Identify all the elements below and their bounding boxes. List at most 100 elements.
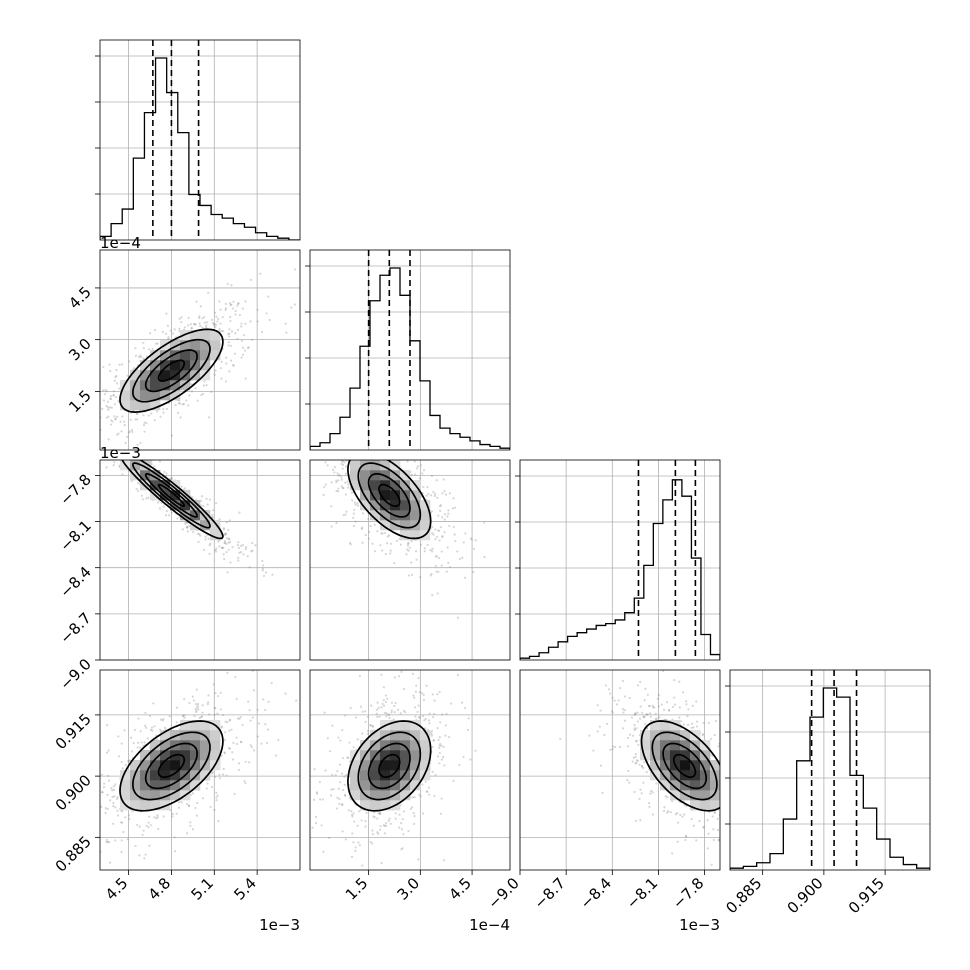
scatter-point bbox=[685, 703, 688, 706]
scatter-point bbox=[652, 706, 655, 709]
scatter-point bbox=[425, 684, 428, 687]
scatter-point bbox=[244, 545, 248, 549]
scatter-point bbox=[621, 679, 625, 682]
scatter-point bbox=[228, 519, 231, 522]
scatter-point bbox=[191, 828, 195, 831]
scatter-point bbox=[369, 724, 372, 727]
scatter-point bbox=[130, 428, 134, 431]
scatter-point bbox=[390, 711, 393, 714]
scatter-point bbox=[213, 706, 216, 709]
scatter-point bbox=[189, 793, 192, 797]
scatter-point bbox=[206, 503, 209, 506]
scatter-point bbox=[341, 803, 344, 806]
scatter-point bbox=[237, 546, 241, 550]
scatter-point bbox=[223, 752, 226, 755]
scatter-point bbox=[421, 783, 424, 786]
scatter-point bbox=[418, 716, 421, 719]
scatter-point bbox=[120, 363, 124, 366]
scatter-point bbox=[636, 760, 639, 763]
density-cell bbox=[700, 760, 711, 771]
scatter-point bbox=[225, 521, 228, 524]
scatter-point bbox=[199, 534, 202, 537]
density-cell bbox=[160, 760, 171, 771]
scatter-point bbox=[244, 760, 247, 763]
scatter-point bbox=[215, 791, 218, 794]
scatter-point bbox=[208, 552, 211, 556]
scatter-point bbox=[633, 790, 636, 794]
density-cell bbox=[700, 790, 711, 801]
scatter-point bbox=[639, 705, 642, 708]
density-cell bbox=[200, 740, 211, 751]
scatter-point bbox=[228, 370, 231, 373]
density-cell bbox=[390, 480, 401, 491]
scatter-point bbox=[439, 504, 442, 507]
scatter-point bbox=[235, 736, 238, 739]
scatter-point bbox=[690, 817, 693, 821]
scatter-point bbox=[474, 749, 477, 752]
scatter-point bbox=[165, 510, 168, 513]
density-cell bbox=[140, 390, 151, 401]
scatter-point bbox=[224, 380, 228, 383]
x-tick-label-1-0: 1.5 bbox=[342, 874, 372, 904]
density-cell bbox=[150, 740, 161, 751]
scatter-point bbox=[220, 754, 223, 757]
scatter-point bbox=[230, 728, 233, 731]
scatter-point bbox=[702, 826, 705, 829]
scatter-point bbox=[144, 853, 147, 856]
density-cell bbox=[670, 730, 681, 741]
scatter-point bbox=[408, 546, 411, 549]
scatter-point bbox=[142, 347, 146, 350]
scatter-point bbox=[169, 329, 172, 332]
density-cell bbox=[190, 350, 201, 361]
scatter-point bbox=[709, 737, 713, 741]
scatter-point bbox=[427, 719, 431, 722]
scatter-point bbox=[203, 315, 206, 319]
contour-level-0 bbox=[157, 359, 186, 382]
density-cell bbox=[400, 760, 411, 771]
scatter-point bbox=[685, 805, 688, 808]
scatter-point bbox=[163, 470, 166, 474]
scatter-point bbox=[113, 795, 116, 798]
scatter-point bbox=[342, 463, 345, 466]
scatter-point bbox=[121, 810, 124, 813]
scatter-point bbox=[315, 821, 318, 825]
scatter-point bbox=[702, 825, 705, 829]
scatter-point bbox=[210, 772, 214, 775]
scatter-point bbox=[114, 396, 118, 399]
scatter-point bbox=[411, 796, 415, 799]
scatter-point bbox=[673, 703, 677, 706]
scatter-point bbox=[220, 726, 223, 729]
scatter-point bbox=[435, 535, 439, 538]
scatter-point bbox=[406, 548, 409, 551]
scatter-point bbox=[350, 813, 354, 816]
scatter-point bbox=[667, 709, 671, 712]
scatter-point bbox=[645, 713, 648, 716]
scatter-point bbox=[324, 769, 327, 772]
scatter-point bbox=[331, 724, 334, 727]
density-cell bbox=[710, 790, 720, 801]
histogram-3 bbox=[730, 687, 930, 870]
density-cell bbox=[200, 510, 211, 521]
scatter-point bbox=[218, 777, 221, 780]
scatter-point bbox=[713, 733, 716, 737]
scatter-point bbox=[106, 841, 109, 844]
scatter-point bbox=[102, 785, 106, 789]
scatter-point bbox=[185, 526, 188, 529]
scatter-point bbox=[104, 807, 107, 810]
scatter-point bbox=[120, 850, 123, 854]
scatter-point bbox=[453, 533, 456, 536]
density-cell bbox=[390, 720, 401, 731]
scatter-point bbox=[207, 537, 210, 540]
scatter-point bbox=[662, 809, 666, 813]
scatter-point bbox=[331, 773, 334, 777]
density-cell bbox=[650, 730, 661, 741]
scatter-point bbox=[187, 404, 190, 407]
scatter-point bbox=[623, 709, 626, 712]
density-cell bbox=[200, 760, 211, 771]
scatter-point bbox=[454, 539, 457, 543]
scatter-point bbox=[208, 544, 211, 547]
scatter-point bbox=[433, 494, 436, 497]
density-cell bbox=[200, 750, 211, 761]
scatter-point bbox=[623, 695, 627, 698]
scatter-point bbox=[381, 702, 384, 705]
